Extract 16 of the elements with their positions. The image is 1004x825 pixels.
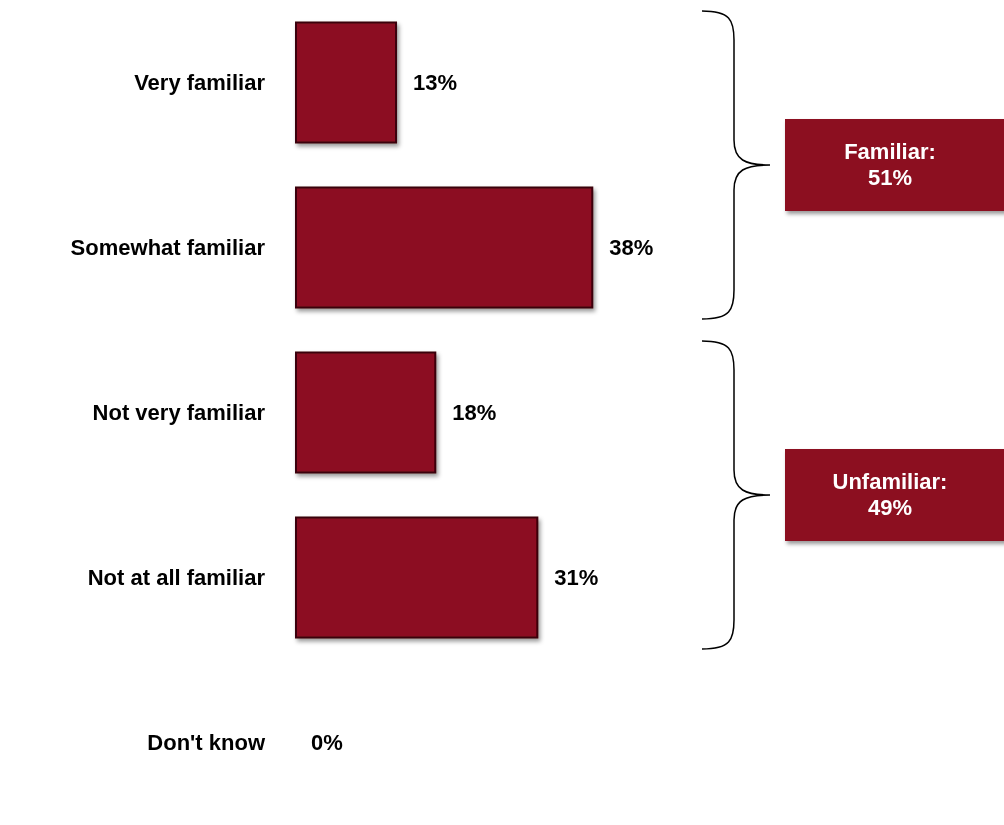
data-label: 13%	[413, 70, 458, 95]
y-tick-label: Very familiar	[134, 70, 266, 95]
data-label: 31%	[554, 565, 599, 590]
y-tick-label: Don't know	[147, 730, 266, 755]
bar	[295, 516, 539, 639]
y-tick-label: Not very familiar	[92, 400, 266, 425]
data-label: 38%	[609, 235, 654, 260]
data-label: 0%	[311, 730, 343, 755]
bar	[295, 186, 594, 309]
bar	[295, 351, 437, 474]
data-label: 18%	[452, 400, 497, 425]
y-tick-label: Not at all familiar	[87, 565, 266, 590]
bar	[295, 21, 398, 144]
text: Familiar: 51%	[785, 119, 1004, 211]
text: Unfamiliar: 49%	[785, 449, 1004, 541]
y-tick-label: Somewhat familiar	[70, 235, 266, 260]
